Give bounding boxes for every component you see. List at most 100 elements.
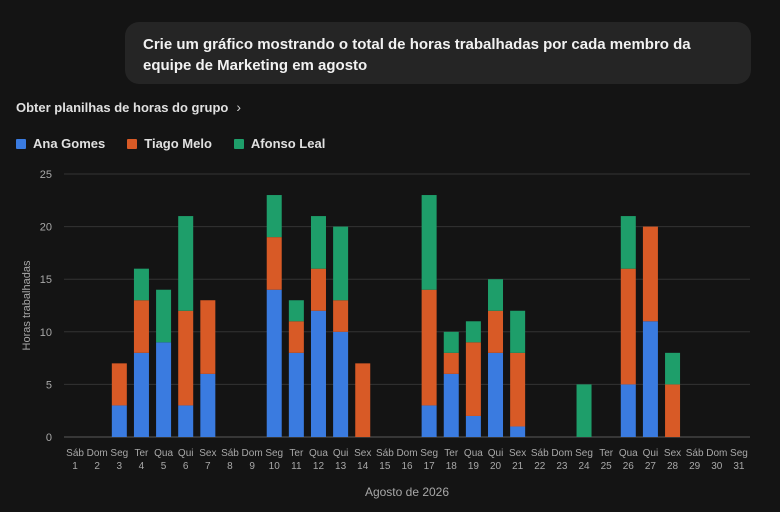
bar-segment xyxy=(488,310,504,353)
x-tick-weekday: Dom xyxy=(87,448,108,459)
legend-label-ana: Ana Gomes xyxy=(33,136,106,151)
x-tick-day: 11 xyxy=(291,461,302,472)
x-tick-weekday: Sex xyxy=(664,448,681,459)
bar-segment xyxy=(421,405,437,437)
x-tick-day: 7 xyxy=(205,461,211,472)
x-tick-day: 3 xyxy=(117,461,123,472)
bar-segment xyxy=(288,321,304,353)
x-tick-day: 19 xyxy=(468,461,480,472)
x-tick-weekday: Dom xyxy=(396,448,417,459)
x-tick-day: 24 xyxy=(578,461,590,472)
bar-segment xyxy=(620,268,636,385)
bar-segment xyxy=(156,289,172,343)
x-tick-day: 20 xyxy=(490,461,502,472)
x-tick-day: 23 xyxy=(556,461,568,472)
x-tick-day: 1 xyxy=(72,461,78,472)
x-tick-weekday: Qua xyxy=(154,448,173,459)
bar-segment xyxy=(266,195,282,238)
x-tick-weekday: Qua xyxy=(619,448,638,459)
legend-item-afonso[interactable]: Afonso Leal xyxy=(233,136,326,151)
bar-segment xyxy=(156,342,172,437)
x-tick-weekday: Sáb xyxy=(221,448,239,459)
x-tick-weekday: Ter xyxy=(289,448,304,459)
x-tick-weekday: Seg xyxy=(265,448,283,459)
bar-segment xyxy=(333,226,349,301)
x-tick-day: 18 xyxy=(446,461,458,472)
bar-segment xyxy=(665,352,681,385)
x-tick-day: 15 xyxy=(379,461,391,472)
y-axis-label: Horas trabalhadas xyxy=(21,260,33,350)
x-tick-weekday: Sex xyxy=(354,448,371,459)
legend-label-tiago: Tiago Melo xyxy=(144,136,212,151)
y-tick-label: 0 xyxy=(46,432,52,444)
bar-segment xyxy=(310,216,326,269)
x-tick-weekday: Qui xyxy=(178,448,194,459)
x-tick-weekday: Seg xyxy=(110,448,128,459)
bar-segment xyxy=(488,279,504,311)
x-tick-day: 30 xyxy=(711,461,723,472)
bar-segment xyxy=(576,384,592,437)
bar-segment xyxy=(443,352,459,374)
x-tick-weekday: Dom xyxy=(706,448,727,459)
bar-segment xyxy=(465,321,481,343)
bar-segment xyxy=(642,226,658,322)
bar-segment xyxy=(310,310,326,437)
x-axis-label: Agosto de 2026 xyxy=(365,485,449,499)
x-tick-day: 4 xyxy=(139,461,145,472)
group-timesheets-link-label: Obter planilhas de horas do grupo xyxy=(16,99,229,115)
x-tick-day: 9 xyxy=(249,461,255,472)
legend-item-ana[interactable]: Ana Gomes xyxy=(16,136,105,151)
bar-segment xyxy=(355,363,371,437)
x-tick-day: 10 xyxy=(269,461,281,472)
bar-segment xyxy=(443,331,459,353)
x-tick-weekday: Seg xyxy=(730,448,748,459)
legend-swatch-tiago xyxy=(127,138,138,149)
group-timesheets-link[interactable]: Obter planilhas de horas do grupo › xyxy=(16,99,241,115)
bar-segment xyxy=(421,195,437,290)
x-tick-weekday: Qui xyxy=(488,448,504,459)
x-tick-weekday: Ter xyxy=(444,448,459,459)
x-tick-day: 6 xyxy=(183,461,189,472)
bar-segment xyxy=(642,321,658,437)
legend-label-afonso: Afonso Leal xyxy=(250,136,326,151)
x-tick-weekday: Sex xyxy=(509,448,526,459)
bar-segment xyxy=(133,300,149,353)
y-tick-label: 20 xyxy=(40,222,52,234)
x-tick-weekday: Qui xyxy=(643,448,659,459)
x-tick-day: 21 xyxy=(512,461,524,472)
x-tick-day: 8 xyxy=(227,461,233,472)
bar-segment xyxy=(310,268,326,311)
bar-segment xyxy=(288,300,304,322)
bar-segment xyxy=(200,300,216,374)
bar-segment xyxy=(465,415,481,437)
x-tick-day: 2 xyxy=(94,461,100,472)
x-tick-weekday: Sáb xyxy=(531,448,549,459)
legend-item-tiago[interactable]: Tiago Melo xyxy=(127,136,212,151)
x-tick-weekday: Sáb xyxy=(686,448,704,459)
y-tick-label: 10 xyxy=(40,327,52,339)
x-tick-day: 5 xyxy=(161,461,167,472)
x-tick-day: 28 xyxy=(667,461,679,472)
x-tick-weekday: Qui xyxy=(333,448,349,459)
bar-segment xyxy=(266,289,282,437)
bar-segment xyxy=(178,216,194,311)
bar-segment xyxy=(488,352,504,437)
x-tick-day: 27 xyxy=(645,461,657,472)
y-tick-label: 5 xyxy=(46,379,52,391)
x-tick-day: 13 xyxy=(335,461,347,472)
bar-segment xyxy=(620,216,636,269)
bar-segment xyxy=(111,363,127,406)
bar-segment xyxy=(333,300,349,332)
bar-segment xyxy=(178,310,194,406)
bar-segment xyxy=(266,237,282,290)
x-tick-day: 22 xyxy=(534,461,546,472)
x-tick-day: 31 xyxy=(733,461,745,472)
x-tick-day: 26 xyxy=(623,461,635,472)
chart-legend: Ana Gomes Tiago Melo Afonso Leal xyxy=(16,136,325,151)
bar-segment xyxy=(510,310,526,353)
bar-segment xyxy=(510,426,526,437)
x-tick-weekday: Dom xyxy=(551,448,572,459)
bar-segment xyxy=(421,289,437,406)
bar-segment xyxy=(133,268,149,301)
